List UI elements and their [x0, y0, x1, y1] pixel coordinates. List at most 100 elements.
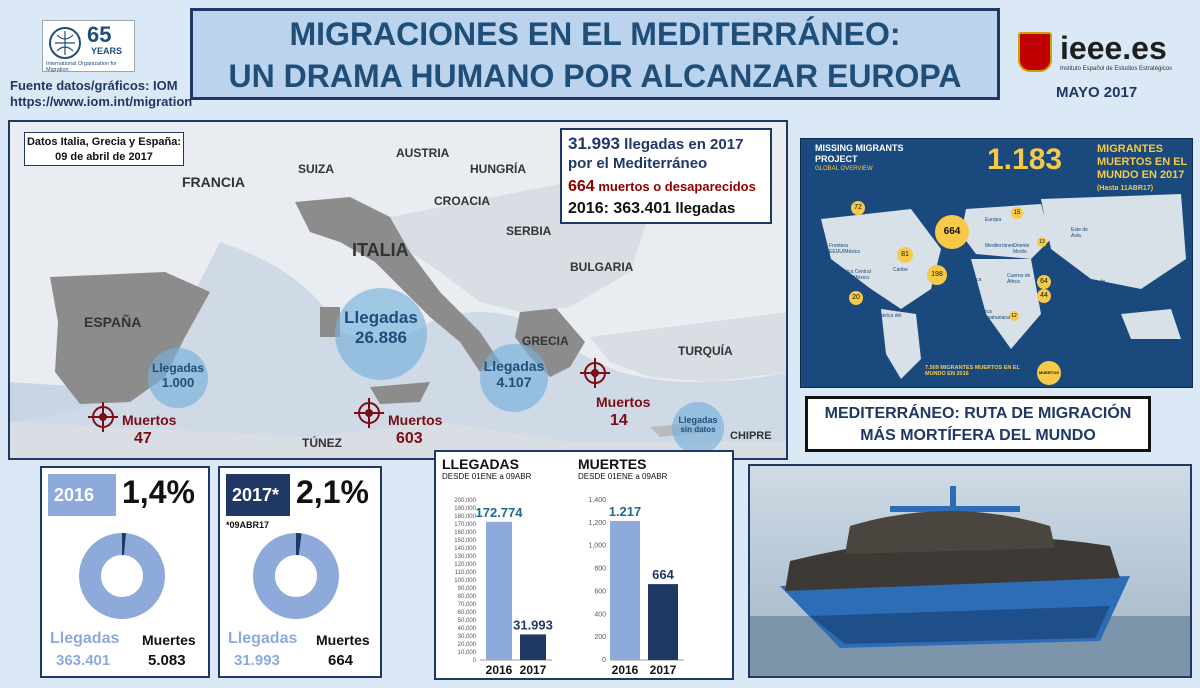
y-tick-label: 20,000 — [458, 642, 477, 648]
map-date-label: Datos Italia, Grecia y España: — [26, 136, 182, 148]
region-label: Este de Asia — [1071, 227, 1088, 239]
arrivals-label: Llegadas — [483, 358, 545, 374]
iom-logo-number: 65 — [87, 22, 112, 47]
donut-chart — [79, 533, 165, 619]
region-dot: 64 — [1037, 275, 1051, 289]
title-line-1: MIGRACIONES EN EL MEDITERRÁNEO: — [289, 16, 901, 52]
region-label: Oriente Medio — [1013, 243, 1030, 255]
donut-arrivals-value: 363.401 — [56, 652, 111, 669]
mm-big-note: (Hasta 11ABR17) — [1097, 185, 1154, 192]
dead-value-italy: 603 — [396, 430, 423, 447]
summary-2016: 2016: 363.401 — [568, 200, 672, 217]
country-label: ESPAÑA — [84, 314, 142, 330]
donut-dead-value: 664 — [328, 652, 354, 669]
arrivals-value: sin datos — [680, 425, 716, 434]
x-tick-label: 2017 — [650, 663, 677, 677]
arrivals-label: Llegadas — [678, 415, 718, 425]
chart-title: MUERTES — [578, 456, 647, 472]
donut-arrivals-label: Llegadas — [50, 630, 120, 647]
region-dot: 198 — [927, 265, 947, 285]
x-tick-label: 2016 — [612, 663, 639, 677]
country-label: SERBIA — [506, 224, 552, 238]
donut-dead-label: Muertes — [142, 632, 196, 648]
ieee-caption: Instituto Español de Estudios Estratégic… — [1060, 66, 1173, 72]
route-callout: MEDITERRÁNEO: RUTA DE MIGRACIÓN MÁS MORT… — [805, 396, 1151, 452]
y-tick-label: 1,200 — [588, 520, 606, 527]
bar-value-label: 664 — [652, 567, 674, 582]
bar — [486, 521, 512, 660]
donut-arrivals-label: Llegadas — [228, 630, 298, 647]
donut-dead-value: 5.083 — [148, 652, 186, 669]
country-label: HUNGRÍA — [470, 162, 526, 176]
country-label: BULGARIA — [570, 260, 634, 274]
region-dot: 664 — [935, 215, 969, 249]
map-date-value: 09 de abril de 2017 — [55, 151, 153, 163]
y-tick-label: 180,000 — [454, 514, 476, 520]
chart-subtitle: DESDE 01ENE a 09ABR — [442, 472, 532, 481]
dead-value-spain: 47 — [134, 430, 152, 447]
y-tick-label: 1,000 — [588, 543, 606, 550]
y-tick-label: 200,000 — [454, 498, 476, 504]
arrivals-bubble-italy: Llegadas 26.886 — [335, 288, 427, 380]
arrivals-value: 26.886 — [355, 328, 407, 347]
page-title: MIGRACIONES EN EL MEDITERRÁNEO: UN DRAMA… — [190, 8, 1000, 100]
arrivals-value: 1.000 — [161, 375, 195, 390]
donut-panel-2017: 2017* 2,1% *09ABR17 Llegadas Muertes 31.… — [218, 466, 382, 678]
region-label: Sáhara y Norte África — [955, 271, 982, 283]
arrivals-label: Llegadas — [151, 361, 205, 375]
y-tick-label: 0 — [602, 657, 606, 664]
y-tick-label: 190,000 — [454, 506, 476, 512]
y-tick-label: 140,000 — [454, 546, 476, 552]
iom-logo-years: YEARS — [91, 46, 123, 56]
bar-value-label: 172.774 — [476, 505, 524, 520]
region-dot: 44 — [1037, 289, 1051, 303]
missing-migrants-panel: MISSING MIGRANTS PROJECT GLOBAL OVERVIEW… — [800, 138, 1193, 388]
y-tick-label: 1,400 — [588, 497, 606, 504]
mm-big-text-2: MUERTOS EN EL — [1097, 156, 1188, 168]
y-tick-label: 200 — [594, 634, 606, 641]
dead-label: Muertos — [122, 412, 177, 428]
y-tick-label: 30,000 — [458, 634, 477, 640]
region-dot: 72 — [851, 201, 865, 215]
dead-value-greece: 14 — [610, 412, 628, 429]
summary-arrivals-text-2: por el Mediterráneo — [568, 155, 708, 172]
mediterranean-map: FRANCIA SUIZA AUSTRIA HUNGRÍA CROACIA SE… — [8, 120, 788, 460]
bar-charts-panel: LLEGADAS DESDE 01ENE a 09ABR MUERTES DES… — [434, 450, 734, 680]
y-tick-label: 50,000 — [458, 618, 477, 624]
arrivals-value: 4.107 — [496, 374, 532, 390]
y-tick-label: 40,000 — [458, 626, 477, 632]
y-tick-label: 130,000 — [454, 554, 476, 560]
mm-subtitle: GLOBAL OVERVIEW — [815, 166, 873, 172]
region-label: América del Sur — [875, 313, 902, 325]
x-tick-label: 2017 — [520, 663, 547, 677]
arrivals-bubble-cyprus: Llegadas sin datos — [672, 402, 724, 454]
region-label: Mediterráneo — [985, 243, 1015, 249]
title-line-2: UN DRAMA HUMANO POR ALCANZAR EUROPA — [228, 58, 962, 94]
region-dot: 81 — [897, 247, 913, 263]
y-tick-label: 100,000 — [454, 578, 476, 584]
dead-label: Muertos — [388, 412, 443, 428]
mm-title-1: MISSING MIGRANTS — [815, 143, 904, 153]
donut-year: 2017* — [226, 474, 290, 516]
bar-chart-svg: 0 10,000 20,000 30,000 40,000 50,000 60,000 70,… — [454, 497, 684, 677]
region-label: América Central incluido México — [835, 269, 871, 281]
crosshair-icon — [88, 402, 118, 432]
summary-arrivals-text: llegadas en 2017 — [624, 136, 744, 153]
mm-big-text-3: MUNDO EN 2017 — [1097, 169, 1185, 181]
region-label: Cuerno de África — [1007, 273, 1031, 285]
arrivals-bubble-greece: Llegadas 4.107 — [480, 344, 548, 412]
source-url[interactable]: https://www.iom.int/migration — [10, 94, 193, 109]
y-tick-label: 150,000 — [454, 538, 476, 544]
donut-percent: 2,1% — [296, 474, 369, 510]
region-dot: 15 — [1011, 207, 1023, 219]
donut-panel-2016: 2016 1,4% Llegadas Muertes 363.401 5.083 — [40, 466, 210, 678]
y-tick-label: 800 — [594, 566, 606, 573]
report-date: MAYO 2017 — [1056, 84, 1138, 101]
region-dot: 13 — [1037, 237, 1047, 247]
bar-value-label: 1.217 — [609, 504, 642, 519]
dead-label: Muertos — [596, 394, 651, 410]
arrivals-label: Llegadas — [344, 308, 418, 327]
donut-slice-dead — [79, 533, 165, 619]
world-map — [821, 194, 1186, 379]
arrivals-bubble-spain: Llegadas 1.000 — [148, 348, 208, 408]
